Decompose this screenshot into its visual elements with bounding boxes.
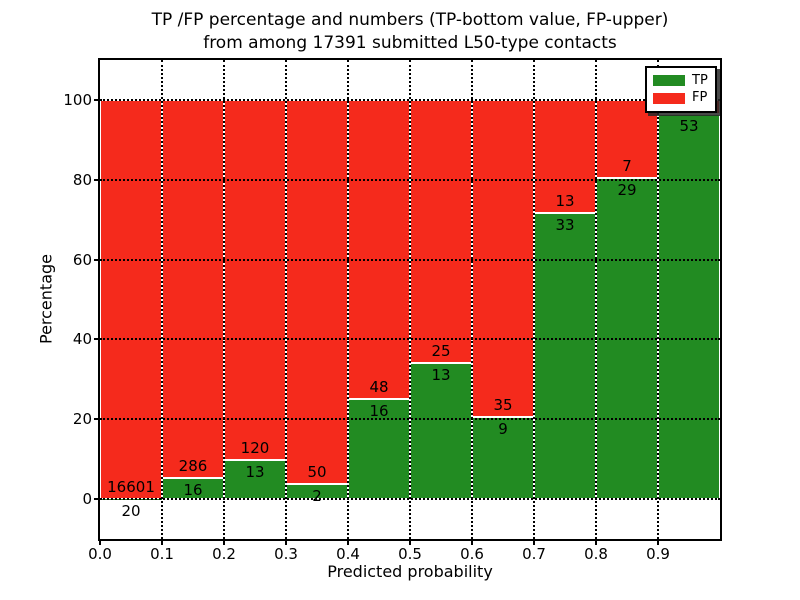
fp-legend-swatch <box>653 92 685 104</box>
legend-item-fp: FP <box>653 91 709 105</box>
x-tick-label: 0.0 <box>88 545 112 563</box>
y-tick-label: 20 <box>72 410 92 429</box>
plot-border <box>98 58 722 541</box>
legend-item-tp: TP <box>653 72 709 88</box>
tp-legend-label: TP <box>692 72 708 88</box>
x-tick-label: 0.6 <box>460 545 484 563</box>
legend: TP FP <box>645 66 717 113</box>
y-tick-label: 100 <box>63 90 92 109</box>
y-tick-label: 80 <box>72 170 92 189</box>
x-tick-label: 0.8 <box>584 545 608 563</box>
y-axis-label: Percentage <box>36 253 56 345</box>
chart-title-line2: from among 17391 submitted L50-type cont… <box>203 33 617 53</box>
x-tick-label: 0.9 <box>646 545 670 563</box>
y-tick-label: 0 <box>82 490 92 509</box>
x-axis-label: Predicted probability <box>327 562 493 581</box>
chart-title: TP /FP percentage and numbers (TP-bottom… <box>100 9 720 55</box>
fp-legend-label: FP <box>692 90 708 106</box>
x-tick-label: 0.7 <box>522 545 546 563</box>
x-tick-label: 0.1 <box>150 545 174 563</box>
x-tick-label: 0.2 <box>212 545 236 563</box>
x-tick-label: 0.5 <box>398 545 422 563</box>
x-tick-label: 0.3 <box>274 545 298 563</box>
chart-title-line1: TP /FP percentage and numbers (TP-bottom… <box>151 10 669 30</box>
tp-legend-swatch <box>653 75 685 87</box>
x-tick-label: 0.4 <box>336 545 360 563</box>
